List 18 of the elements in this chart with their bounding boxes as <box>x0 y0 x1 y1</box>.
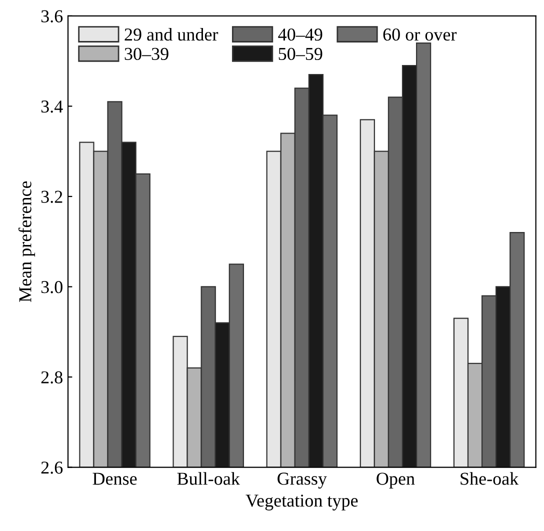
x-tick-label: She-oak <box>460 472 519 485</box>
y-tick-label: 3.6 <box>41 10 63 22</box>
y-tick-label: 3.4 <box>41 100 63 113</box>
legend-label: 50–59 <box>278 48 322 60</box>
legend-label: 40–49 <box>278 28 322 41</box>
y-axis-title: Mean preference <box>18 181 36 302</box>
x-tick-label: Dense <box>92 472 137 485</box>
legend-label: 29 and under <box>124 28 218 41</box>
y-tick-label: 3.2 <box>41 190 62 203</box>
y-tick-label: 2.6 <box>41 462 63 474</box>
x-tick-label: Bull-oak <box>177 472 240 485</box>
legend-label: 60 or over <box>383 28 457 41</box>
legend-label: 30–39 <box>124 48 168 60</box>
x-tick-label: Open <box>376 472 415 489</box>
x-tick-label: Grassy <box>278 472 327 489</box>
x-axis-title: Vegetation type <box>246 494 358 510</box>
y-tick-label: 2.8 <box>41 371 62 384</box>
y-tick-label: 3.0 <box>41 280 62 294</box>
